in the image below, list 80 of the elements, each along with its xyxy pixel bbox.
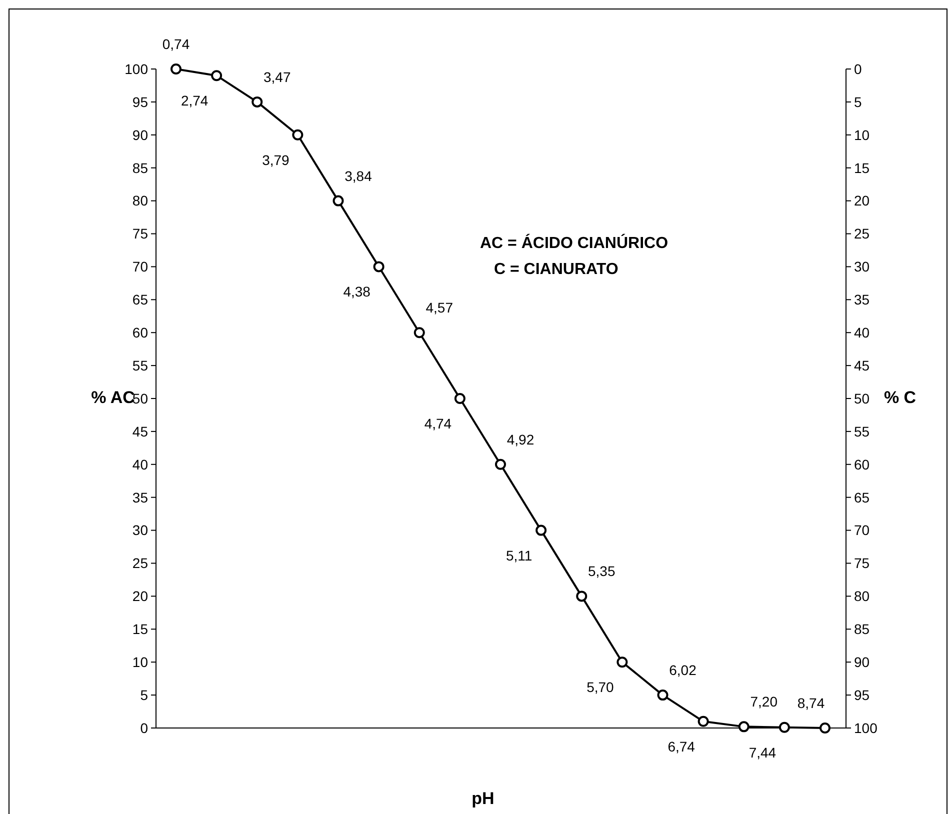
- text: 7,44: [748, 744, 776, 760]
- point: [252, 96, 263, 108]
- point: [657, 690, 668, 701]
- annotation: 4,74: [424, 416, 452, 432]
- y-tick-label: 90: [132, 126, 148, 143]
- y2-axis-title: % C: [884, 388, 916, 407]
- text: 0,74: [162, 36, 190, 52]
- point: [778, 722, 790, 733]
- annotation: 4,92: [506, 431, 534, 448]
- point: [292, 129, 304, 140]
- y2-tick-label: 20: [854, 192, 870, 209]
- y2-tick-label: 100: [854, 720, 878, 736]
- point: [332, 195, 344, 206]
- y-tick-label: 5: [140, 686, 148, 703]
- y2-tick-label: 35: [854, 292, 870, 308]
- point: [170, 64, 182, 74]
- point: [373, 261, 384, 272]
- y-tick-label: 85: [132, 160, 148, 176]
- y-tick-label: 10: [132, 654, 148, 670]
- y-tick-label: 75: [132, 226, 148, 242]
- y2-tick-label: 70: [854, 522, 870, 538]
- y2-tick-label: 85: [854, 621, 870, 638]
- annotation: 2,74: [180, 92, 208, 109]
- y2-tick-label: 0: [854, 60, 862, 77]
- y-tick-label: 20: [132, 588, 148, 604]
- y-tick-label: 70: [132, 258, 148, 275]
- y2-tick-label: 95: [854, 686, 870, 703]
- point: [495, 458, 506, 470]
- point: [698, 716, 709, 727]
- y2-tick-label: 65: [854, 489, 870, 506]
- y2-tick-label: 80: [854, 588, 870, 604]
- y2-tick-label: 15: [854, 160, 870, 176]
- point: [576, 590, 588, 602]
- y-tick-label: 0: [140, 720, 148, 736]
- y2-tick-label: 25: [854, 226, 870, 242]
- annotation: 6,02: [669, 662, 697, 678]
- annotation: 8,74: [797, 695, 825, 711]
- y-tick-label: 60: [132, 324, 148, 340]
- y-tick-label: 65: [132, 292, 148, 308]
- point: [616, 656, 628, 668]
- y2-tick-label: 30: [854, 258, 870, 275]
- y2-tick-label: 55: [854, 423, 870, 440]
- y2-tick-label: 45: [854, 357, 870, 374]
- y2-tick-label: 50: [854, 390, 870, 406]
- point: [536, 524, 547, 536]
- annotation: 5,35: [588, 563, 616, 580]
- annotation: C = CIANURATO: [494, 261, 618, 278]
- y-tick-label: 45: [132, 423, 148, 440]
- y-tick-label: 35: [132, 489, 148, 506]
- annotation: 5,11: [506, 547, 532, 564]
- y-tick-label: 30: [132, 522, 148, 538]
- y-tick-label: 95: [132, 94, 148, 110]
- y2-tick-label: 90: [854, 654, 870, 670]
- x-axis-title: pH: [472, 789, 494, 808]
- y-axis-title: % AC: [91, 388, 135, 407]
- y-tick-label: 25: [132, 555, 148, 572]
- point: [211, 70, 222, 82]
- point: [738, 721, 750, 732]
- y-tick-label: 55: [132, 357, 148, 374]
- annotation: 4,38: [343, 284, 371, 300]
- annotation: 4,57: [426, 300, 454, 316]
- y2-tick-label: 40: [854, 324, 870, 340]
- point: [820, 722, 830, 734]
- annotation: 3,47: [264, 68, 291, 85]
- point: [454, 393, 466, 404]
- annotation: 7,20: [750, 694, 778, 710]
- annotation: 5,70: [586, 679, 614, 696]
- y-tick-label: 15: [132, 621, 148, 638]
- point: [414, 327, 425, 338]
- y-tick-label: 40: [132, 456, 148, 472]
- y2-tick-label: 5: [854, 94, 862, 110]
- y-tick-label: 100: [124, 60, 148, 77]
- annotation: 3,84: [344, 168, 372, 184]
- y2-tick-label: 60: [854, 456, 870, 472]
- text: 6,74: [668, 738, 696, 754]
- annotation: 3,79: [262, 152, 290, 168]
- annotation: AC = ÁCIDO CIANÚRICO: [480, 233, 668, 252]
- y2-tick-label: 10: [854, 126, 870, 143]
- y2-tick-label: 75: [854, 555, 870, 572]
- y-tick-label: 80: [132, 192, 148, 209]
